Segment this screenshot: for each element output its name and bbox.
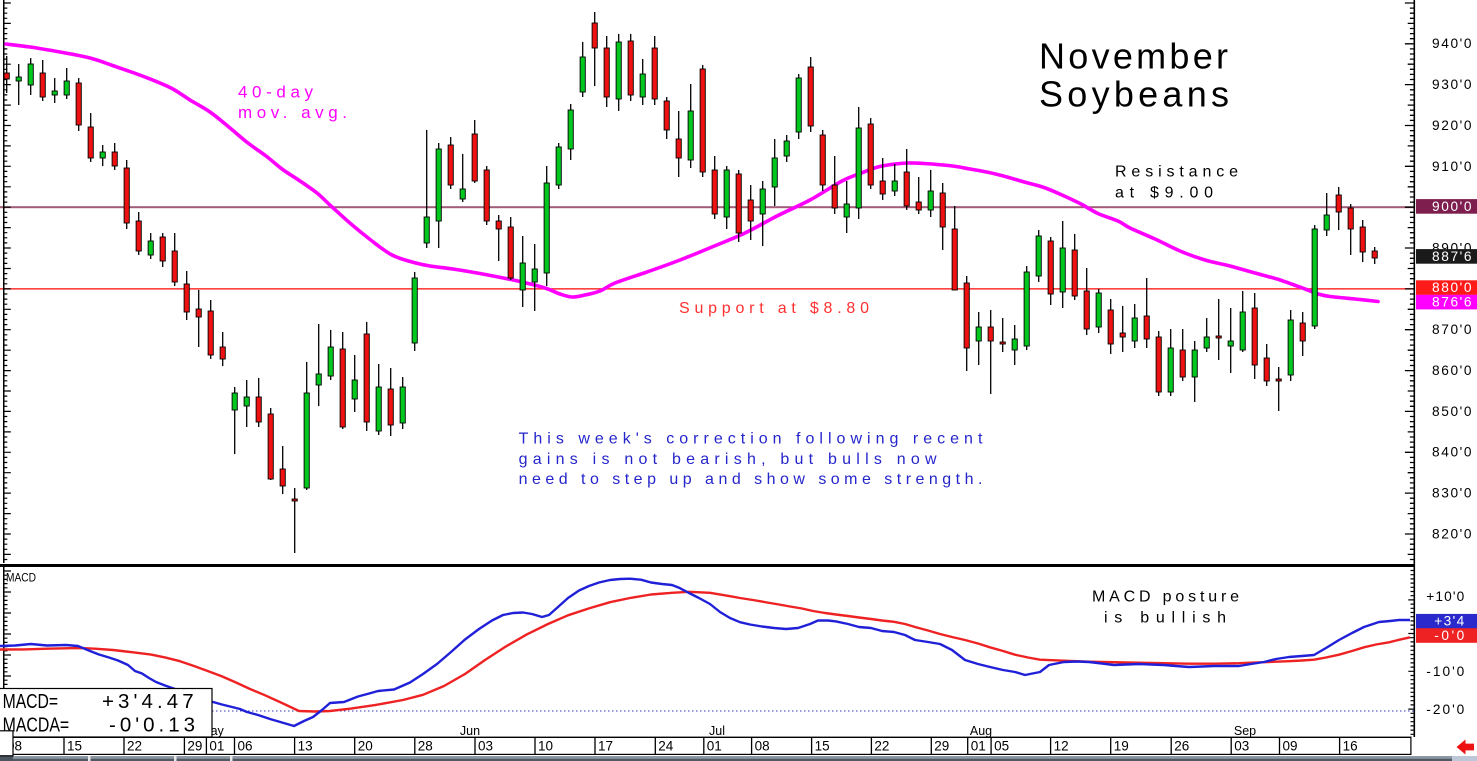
svg-text:15: 15 [815, 739, 830, 754]
svg-text:MACDA=: MACDA= [3, 714, 70, 737]
svg-text:940'0: 940'0 [1432, 36, 1472, 51]
svg-text:19: 19 [1114, 739, 1129, 754]
svg-text:24: 24 [658, 739, 674, 754]
svg-text:29: 29 [934, 739, 949, 754]
svg-text:09: 09 [1283, 739, 1298, 754]
svg-text:+10'0: +10'0 [1426, 589, 1464, 604]
svg-text:910'0: 910'0 [1432, 159, 1472, 174]
svg-text:850'0: 850'0 [1432, 404, 1472, 419]
svg-text:01: 01 [707, 739, 722, 754]
svg-text:03: 03 [1234, 739, 1249, 754]
svg-text:15: 15 [67, 739, 82, 754]
svg-text:26: 26 [1174, 739, 1189, 754]
svg-text:MACD: MACD [6, 573, 36, 585]
svg-text:Sep: Sep [1234, 724, 1256, 738]
svg-text:-0'0.13: -0'0.13 [109, 714, 195, 737]
svg-text:03: 03 [478, 739, 493, 754]
svg-text:20: 20 [358, 739, 373, 754]
svg-text:13: 13 [298, 739, 313, 754]
svg-text:920'0: 920'0 [1432, 118, 1472, 133]
svg-text:08: 08 [755, 739, 770, 754]
svg-text:16: 16 [1343, 739, 1358, 754]
svg-text:06: 06 [238, 739, 253, 754]
svg-text:12: 12 [1054, 739, 1069, 754]
svg-text:870'0: 870'0 [1432, 322, 1472, 337]
svg-text:860'0: 860'0 [1432, 363, 1472, 378]
svg-text:01: 01 [209, 739, 224, 754]
svg-text:22: 22 [127, 739, 142, 754]
svg-text:830'0: 830'0 [1432, 486, 1472, 501]
svg-text:840'0: 840'0 [1432, 445, 1472, 460]
svg-text:-20'0: -20'0 [1426, 702, 1464, 717]
svg-text:876'6: 876'6 [1432, 295, 1472, 310]
svg-text:10: 10 [538, 739, 553, 754]
svg-text:29: 29 [187, 739, 202, 754]
svg-text:MACD posture: MACD posture [1092, 588, 1239, 605]
svg-text:887'6: 887'6 [1432, 249, 1472, 264]
svg-text:This week's correction followi: This week's correction following recent [519, 431, 983, 448]
svg-text:MACD=: MACD= [3, 690, 59, 713]
svg-text:930'0: 930'0 [1432, 77, 1472, 92]
svg-text:22: 22 [874, 739, 889, 754]
svg-text:820'0: 820'0 [1432, 526, 1472, 541]
svg-text:at $9.00: at $9.00 [1115, 185, 1213, 202]
svg-text:Jun: Jun [460, 724, 480, 738]
svg-text:mov. avg.: mov. avg. [238, 103, 347, 122]
svg-text:Aug: Aug [970, 724, 992, 738]
svg-text:880'0: 880'0 [1432, 280, 1472, 295]
svg-text:-10'0: -10'0 [1426, 664, 1464, 679]
svg-text:05: 05 [994, 739, 1009, 754]
svg-text:Jul: Jul [709, 724, 725, 738]
svg-text:900'0: 900'0 [1432, 199, 1472, 214]
svg-text:+3'4: +3'4 [1434, 614, 1464, 629]
svg-text:28: 28 [418, 739, 433, 754]
svg-text:40-day: 40-day [238, 83, 314, 102]
svg-text:01: 01 [971, 739, 986, 754]
svg-text:+3'4.47: +3'4.47 [102, 690, 194, 713]
svg-text:17: 17 [598, 739, 613, 754]
